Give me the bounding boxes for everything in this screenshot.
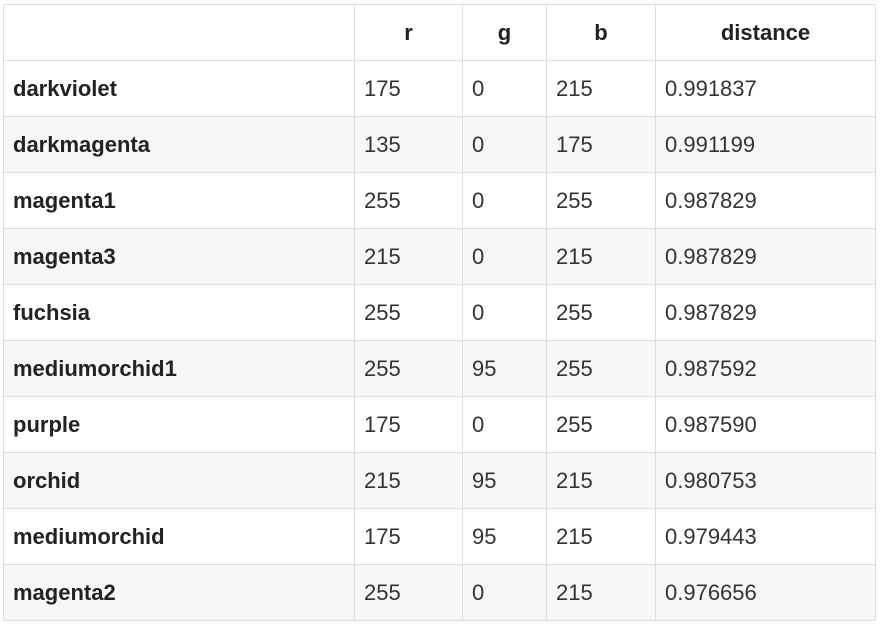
distance-value-cell: 0.991837 [655,60,876,117]
r-value-cell: 175 [354,508,463,565]
table-row: magenta2 255 0 215 0.976656 [3,564,876,621]
r-value-cell: 255 [354,284,463,341]
g-value-cell: 0 [462,564,547,621]
distance-value-cell: 0.976656 [655,564,876,621]
color-name-cell: darkviolet [3,60,355,117]
b-value-cell: 255 [546,340,656,397]
r-value-cell: 215 [354,228,463,285]
color-name-cell: mediumorchid [3,508,355,565]
color-name-cell: magenta3 [3,228,355,285]
table-row: purple 175 0 255 0.987590 [3,396,876,453]
b-value-cell: 215 [546,452,656,509]
r-value-cell: 215 [354,452,463,509]
table-row: magenta3 215 0 215 0.987829 [3,228,876,285]
g-value-cell: 0 [462,116,547,173]
b-value-cell: 255 [546,172,656,229]
header-distance: distance [655,4,876,61]
b-value-cell: 215 [546,564,656,621]
color-distance-table-container: r g b distance darkviolet 175 0 215 0.991837… [3,4,876,621]
color-name-cell: darkmagenta [3,116,355,173]
b-value-cell: 255 [546,284,656,341]
r-value-cell: 175 [354,60,463,117]
header-r: r [354,4,463,61]
header-name [3,4,355,61]
r-value-cell: 175 [354,396,463,453]
g-value-cell: 0 [462,396,547,453]
table-row: darkmagenta 135 0 175 0.991199 [3,116,876,173]
b-value-cell: 215 [546,228,656,285]
g-value-cell: 0 [462,60,547,117]
r-value-cell: 135 [354,116,463,173]
distance-value-cell: 0.987829 [655,284,876,341]
color-name-cell: purple [3,396,355,453]
g-value-cell: 0 [462,284,547,341]
distance-value-cell: 0.987829 [655,172,876,229]
r-value-cell: 255 [354,340,463,397]
color-distance-table: r g b distance darkviolet 175 0 215 0.991837… [3,4,876,621]
g-value-cell: 0 [462,228,547,285]
table-body: darkviolet 175 0 215 0.991837 darkmagenta 135 0… [3,60,876,621]
table-row: darkviolet 175 0 215 0.991837 [3,60,876,117]
distance-value-cell: 0.987590 [655,396,876,453]
g-value-cell: 0 [462,172,547,229]
distance-value-cell: 0.987592 [655,340,876,397]
g-value-cell: 95 [462,452,547,509]
table-row: orchid 215 95 215 0.980753 [3,452,876,509]
color-name-cell: magenta1 [3,172,355,229]
b-value-cell: 215 [546,508,656,565]
distance-value-cell: 0.987829 [655,228,876,285]
table-row: mediumorchid1 255 95 255 0.987592 [3,340,876,397]
distance-value-cell: 0.979443 [655,508,876,565]
table-header-row: r g b distance [3,4,876,61]
color-name-cell: orchid [3,452,355,509]
distance-value-cell: 0.991199 [655,116,876,173]
table-row: fuchsia 255 0 255 0.987829 [3,284,876,341]
color-name-cell: mediumorchid1 [3,340,355,397]
r-value-cell: 255 [354,172,463,229]
table-row: mediumorchid 175 95 215 0.979443 [3,508,876,565]
g-value-cell: 95 [462,340,547,397]
header-g: g [462,4,547,61]
g-value-cell: 95 [462,508,547,565]
b-value-cell: 215 [546,60,656,117]
b-value-cell: 255 [546,396,656,453]
r-value-cell: 255 [354,564,463,621]
color-name-cell: magenta2 [3,564,355,621]
distance-value-cell: 0.980753 [655,452,876,509]
header-b: b [546,4,656,61]
table-row: magenta1 255 0 255 0.987829 [3,172,876,229]
b-value-cell: 175 [546,116,656,173]
color-name-cell: fuchsia [3,284,355,341]
